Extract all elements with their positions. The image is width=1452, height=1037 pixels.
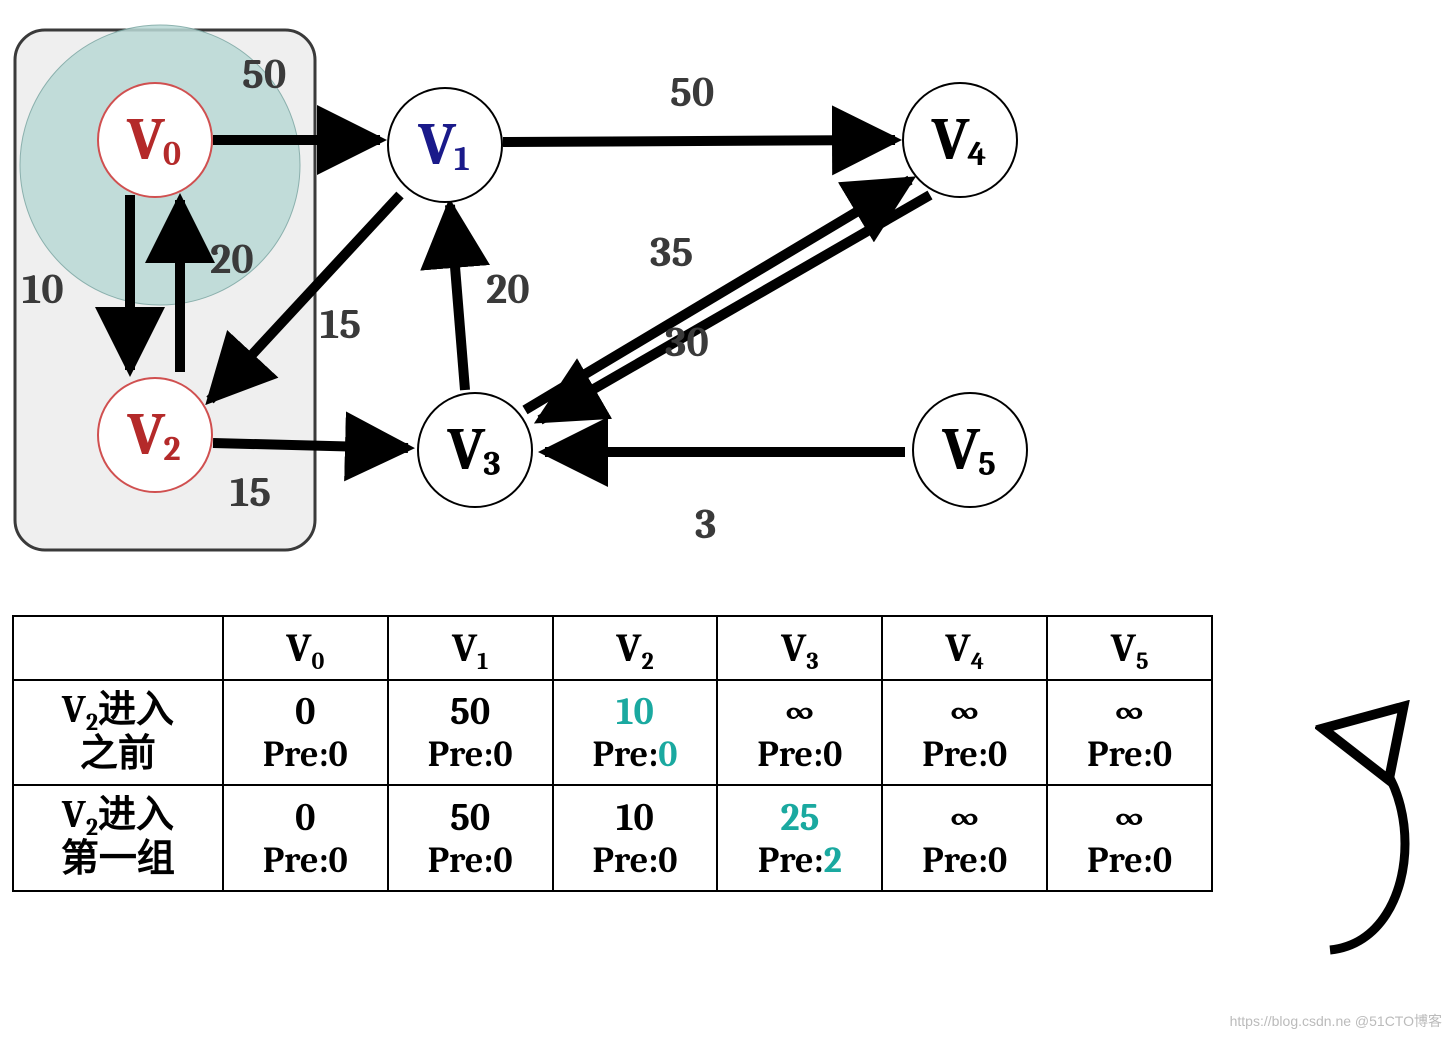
- edge-label-V4-V3: 30: [665, 318, 709, 367]
- edge-label-V2-V3: 15: [230, 468, 271, 517]
- graph-diagram: V0 V1 V2 V3 V4 V5 50 50 10 20 15 20 15 35 30 3: [0, 0, 1452, 600]
- edge-label-V2-V0: 20: [210, 235, 254, 284]
- col-header: V5: [1047, 616, 1212, 680]
- node-V4: V4: [902, 82, 1018, 198]
- node-V5: V5: [912, 392, 1028, 508]
- edge-label-V0-V2: 10: [22, 265, 64, 314]
- node-V2: V2: [97, 377, 213, 493]
- edge-V2-V3: [213, 443, 408, 448]
- table-cell: 50Pre:0: [388, 680, 553, 785]
- edge-label-V1-V2: 15: [320, 300, 361, 349]
- node-V3: V3: [417, 392, 533, 508]
- table-cell: 25Pre:2: [717, 785, 882, 890]
- edge-V4-V3: [540, 195, 930, 420]
- col-header: V2: [553, 616, 718, 680]
- watermark-text: https://blog.csdn.ne @51CTO博客: [1230, 1011, 1442, 1031]
- edge-V3-V1: [450, 205, 465, 390]
- edge-label-V5-V3: 3: [695, 500, 716, 549]
- table-cell: 50Pre:0: [388, 785, 553, 890]
- col-header: [1212, 616, 1332, 680]
- edge-V1-V4: [503, 140, 895, 142]
- table-cell: 10Pre:0: [553, 785, 718, 890]
- table-cell: 10Pre:0: [553, 680, 718, 785]
- table-cell: ∞Pre:0: [882, 680, 1047, 785]
- table-cell: ∞Pre:0: [882, 785, 1047, 890]
- col-header: V3: [717, 616, 882, 680]
- table-cell: ∞Pre:0: [1047, 785, 1212, 890]
- node-V1: V1: [387, 87, 503, 203]
- col-header: V4: [882, 616, 1047, 680]
- col-header: V0: [223, 616, 388, 680]
- node-V0: V0: [97, 82, 213, 198]
- table-cell: 0Pre:0: [223, 680, 388, 785]
- col-header: [13, 616, 223, 680]
- edge-label-V0-V1: 50: [242, 50, 286, 99]
- table-cell: 0Pre:0: [223, 785, 388, 890]
- row-label: V2进入之前: [13, 680, 223, 785]
- row-label: V2进入第一组: [13, 785, 223, 890]
- loop-arrow-icon: [1310, 700, 1450, 1000]
- table-cell: ∞Pre:0: [717, 680, 882, 785]
- dijkstra-table: V0V1V2V3V4V5V2进入之前0Pre:050Pre:010Pre:0∞P…: [12, 615, 1332, 892]
- edge-label-V3-V1: 20: [486, 265, 530, 314]
- col-header: V1: [388, 616, 553, 680]
- table-cell: ∞Pre:0: [1047, 680, 1212, 785]
- graph-svg: [0, 0, 1452, 600]
- edge-label-V1-V4: 50: [670, 68, 714, 117]
- edge-V3-V4: [525, 180, 910, 410]
- edge-label-V3-V4: 35: [650, 228, 693, 277]
